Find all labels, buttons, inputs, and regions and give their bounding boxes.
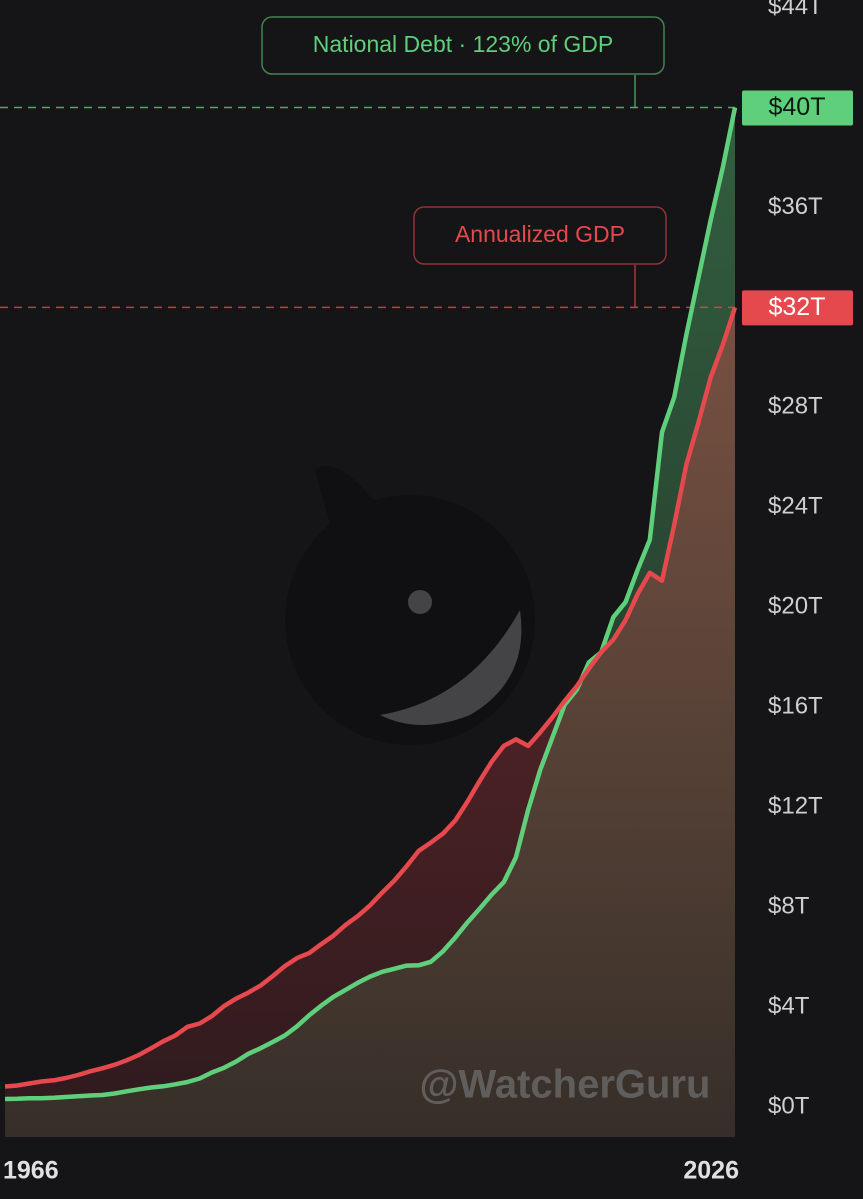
- line: [4, 306, 738, 1089]
- area: [5, 307, 735, 1137]
- legend-box: [413, 206, 667, 265]
- lines: National Debt · 123% of GDP Annualized GD…: [4, 16, 738, 1102]
- legend-label: National Debt · 123% of GDP: [313, 31, 613, 57]
- x-tick-label: 1966: [3, 1157, 59, 1185]
- guides: [0, 75, 735, 309]
- legend-box: [261, 16, 665, 75]
- y-tick-label: $12T: [768, 792, 823, 819]
- y-tick-label: $16T: [768, 693, 823, 720]
- y-tick-label: $20T: [768, 593, 823, 620]
- watermark: @WatcherGuru: [420, 1063, 711, 1107]
- y-tick-label: $0T: [768, 1092, 810, 1119]
- axes: $0T $4T $8T $12T $16T $20T $24T $28T $32T $36T $40…: [3, 0, 853, 1185]
- legend-label: Annualized GDP: [455, 221, 625, 247]
- y-tick-label: $8T: [768, 892, 810, 919]
- y-tick-label: $36T: [768, 193, 823, 220]
- value-label: $32T: [769, 293, 826, 321]
- y-tick-label: $4T: [768, 992, 810, 1019]
- value-badge: [742, 90, 853, 126]
- y-tick-label: $44T: [768, 0, 823, 20]
- whale-logo: [285, 465, 535, 745]
- y-tick-label: $28T: [768, 393, 823, 420]
- y-tick-label: $24T: [768, 493, 823, 520]
- areas: [5, 107, 735, 1137]
- x-tick-label: 2026: [683, 1157, 739, 1185]
- line: [4, 107, 738, 1102]
- value-label: $40T: [769, 93, 826, 121]
- value-badge: [742, 290, 853, 326]
